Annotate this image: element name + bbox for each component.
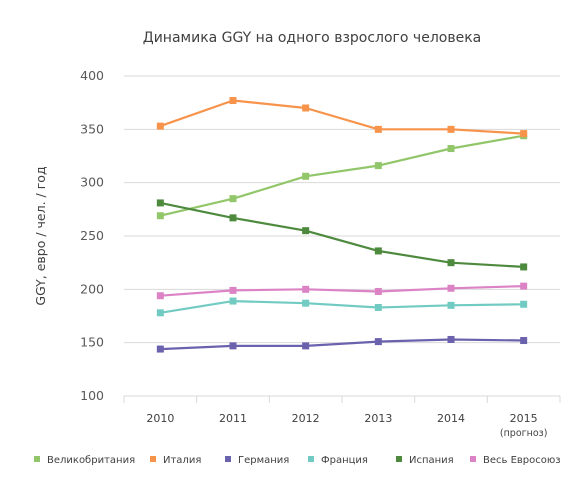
data-point xyxy=(302,104,310,112)
x-axis: 2010 2011 2012 2013 2014 2015 (прогноз) xyxy=(123,396,561,439)
legend-item: Испания xyxy=(396,455,454,466)
x-tick-label: 2014 xyxy=(437,412,465,425)
data-point xyxy=(302,285,310,293)
data-point xyxy=(302,172,310,180)
legend-label: Германия xyxy=(238,455,289,466)
series-line xyxy=(160,201,524,268)
y-axis-ticks: 100 150 200 250 300 350 400 xyxy=(80,68,104,403)
data-point xyxy=(229,195,237,203)
x-tick-label: 2011 xyxy=(219,412,247,425)
series-6 xyxy=(156,282,528,300)
data-point xyxy=(447,284,455,292)
series-line xyxy=(160,134,524,217)
series-line xyxy=(160,300,524,314)
x-tick-label: 2013 xyxy=(364,412,392,425)
y-tick-label: 400 xyxy=(80,68,104,83)
series-lines xyxy=(156,97,528,353)
data-point xyxy=(229,214,237,222)
data-point xyxy=(156,309,164,317)
data-point xyxy=(520,337,528,345)
data-point xyxy=(447,145,455,153)
legend-label: Испания xyxy=(409,455,454,466)
legend-swatch xyxy=(34,456,40,462)
legend-swatch xyxy=(150,456,156,462)
y-tick-label: 200 xyxy=(80,281,104,296)
legend-item: Италия xyxy=(150,455,201,466)
data-point xyxy=(229,286,237,294)
legend-item: Франция xyxy=(308,455,368,466)
data-point xyxy=(229,297,237,305)
legend: Великобритания Италия Германия Франция Испан… xyxy=(34,455,561,466)
series-line xyxy=(160,285,524,297)
data-point xyxy=(374,247,382,255)
series-line xyxy=(159,99,524,135)
legend-item: Германия xyxy=(225,455,289,466)
data-point xyxy=(447,125,455,133)
data-point xyxy=(302,342,310,350)
legend-swatch xyxy=(225,456,231,462)
data-point xyxy=(156,212,164,220)
x-tick-label: 2010 xyxy=(146,412,174,425)
series-1 xyxy=(156,132,528,220)
data-point xyxy=(374,287,382,295)
data-point xyxy=(302,299,310,307)
data-point xyxy=(156,199,164,207)
data-point xyxy=(374,162,382,170)
legend-swatch xyxy=(308,456,314,462)
x-tick-label: 2012 xyxy=(292,412,320,425)
legend-swatch xyxy=(396,456,402,462)
data-point xyxy=(156,292,164,300)
y-tick-label: 100 xyxy=(80,388,104,403)
series-3 xyxy=(156,335,528,353)
y-axis-label: GGY, евро / чел. / год xyxy=(33,166,48,305)
legend-swatch xyxy=(470,456,476,462)
legend-label: Весь Евросоюз xyxy=(483,455,561,466)
data-point xyxy=(447,301,455,309)
series-5 xyxy=(156,199,528,271)
data-point xyxy=(302,227,310,235)
legend-item: Великобритания xyxy=(34,455,135,466)
data-point xyxy=(520,263,528,271)
data-point xyxy=(229,342,237,350)
legend-item: Весь Евросоюз xyxy=(470,455,561,466)
series-line xyxy=(160,338,524,351)
series-4 xyxy=(156,297,528,317)
data-point xyxy=(156,122,164,130)
data-point xyxy=(520,300,528,308)
y-tick-label: 350 xyxy=(80,121,104,136)
x-tick-sublabel: (прогноз) xyxy=(500,428,548,439)
data-point xyxy=(374,338,382,346)
legend-label: Франция xyxy=(321,455,368,466)
data-point xyxy=(447,259,455,267)
y-tick-label: 150 xyxy=(80,335,104,350)
legend-label: Италия xyxy=(163,455,201,466)
legend-label: Великобритания xyxy=(47,455,135,466)
data-point xyxy=(447,335,455,343)
data-point xyxy=(374,303,382,311)
chart-title: Динамика GGY на одного взрослого человек… xyxy=(143,30,481,46)
data-point xyxy=(374,125,382,133)
data-point xyxy=(520,130,528,138)
y-tick-label: 300 xyxy=(80,175,104,190)
data-point xyxy=(229,97,237,105)
y-tick-label: 250 xyxy=(80,228,104,243)
data-point xyxy=(156,345,164,353)
data-point xyxy=(520,282,528,290)
x-tick-label: 2015 xyxy=(510,412,538,425)
series-2 xyxy=(156,97,528,138)
